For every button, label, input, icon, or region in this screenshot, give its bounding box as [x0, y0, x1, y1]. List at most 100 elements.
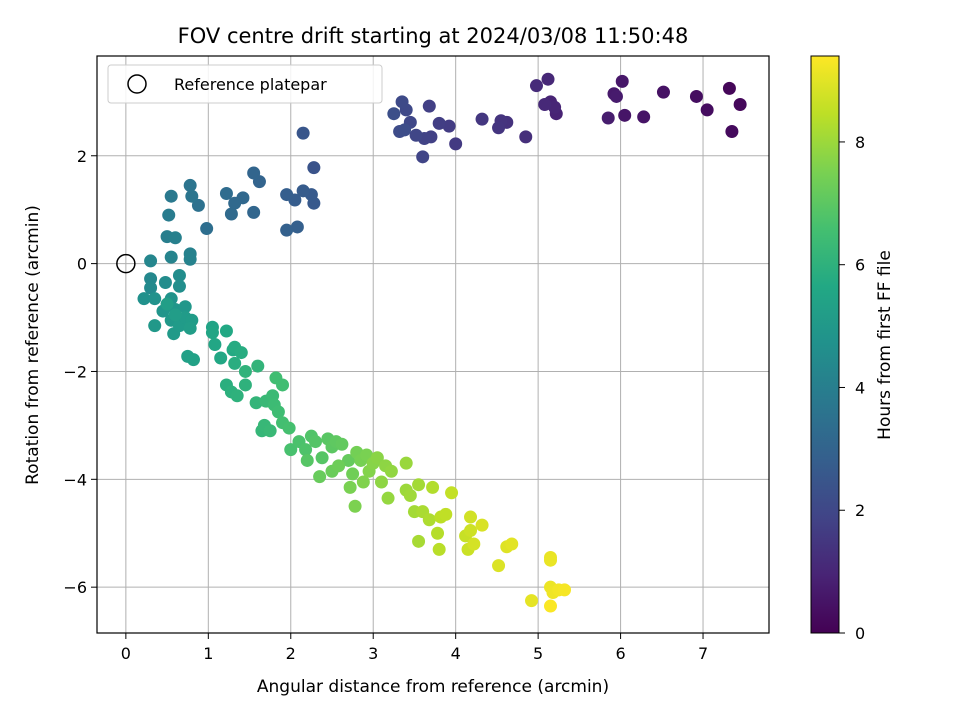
- data-point: [398, 123, 412, 137]
- data-point: [309, 435, 323, 449]
- data-point: [395, 95, 409, 109]
- data-point: [313, 470, 327, 484]
- colorbar-label: Hours from first FF file: [875, 250, 895, 440]
- data-point: [656, 85, 670, 99]
- data-point: [185, 189, 199, 203]
- y-axis-label: Rotation from reference (arcmin): [23, 205, 43, 485]
- grid: [97, 56, 769, 633]
- data-point: [399, 456, 413, 470]
- data-point: [208, 338, 222, 351]
- data-point: [332, 459, 346, 473]
- data-point: [183, 178, 197, 192]
- data-point: [247, 166, 261, 180]
- data-point: [168, 231, 182, 245]
- data-point: [343, 480, 357, 494]
- data-point: [164, 189, 178, 203]
- colorbar-tick-label: 8: [855, 133, 865, 152]
- chart-title: FOV centre drift starting at 2024/03/08 …: [178, 24, 689, 48]
- data-point: [525, 594, 539, 608]
- data-point: [183, 321, 197, 335]
- data-point: [548, 100, 562, 114]
- data-point: [191, 198, 205, 212]
- data-point: [160, 297, 174, 311]
- data-point: [247, 205, 261, 219]
- plot-frame: [96, 55, 770, 634]
- data-point: [251, 359, 265, 373]
- data-point: [722, 81, 736, 95]
- data-point: [186, 353, 200, 367]
- data-point: [341, 453, 355, 467]
- y-axis-ticks: −6 −4 −2 0 2: [63, 147, 97, 597]
- data-point: [271, 405, 285, 419]
- data-point: [172, 279, 186, 293]
- colorbar-tick-label: 0: [855, 624, 865, 643]
- data-point: [296, 126, 310, 140]
- y-tick-label: −4: [63, 470, 87, 489]
- data-point: [409, 128, 423, 142]
- data-point: [442, 119, 456, 133]
- data-point: [439, 507, 453, 521]
- data-point: [137, 292, 151, 306]
- x-tick-label: 6: [615, 644, 625, 663]
- legend: Reference platepar: [107, 64, 383, 104]
- data-point: [609, 89, 623, 103]
- colorbar-tick-label: 2: [855, 501, 865, 520]
- data-point: [224, 207, 238, 221]
- data-point: [464, 510, 478, 524]
- data-point: [475, 518, 489, 532]
- data-point: [183, 252, 197, 266]
- data-point: [422, 99, 436, 113]
- data-point: [618, 108, 632, 122]
- colorbar-ticks: 0 2 4 6 8: [839, 133, 865, 643]
- data-point: [249, 396, 263, 410]
- data-point: [178, 300, 192, 314]
- data-point: [164, 250, 178, 264]
- y-tick-label: 2: [77, 147, 87, 166]
- data-point: [307, 161, 321, 175]
- data-point: [158, 275, 172, 289]
- data-point: [296, 184, 310, 198]
- data-point: [238, 364, 252, 378]
- legend-entry-reference: Reference platepar: [174, 75, 327, 94]
- data-point: [492, 559, 506, 573]
- data-point: [219, 324, 233, 338]
- data-point: [200, 222, 214, 236]
- data-point: [315, 451, 329, 465]
- data-point: [172, 268, 186, 282]
- x-tick-label: 7: [698, 644, 708, 663]
- data-point: [449, 137, 463, 151]
- data-point: [299, 443, 313, 457]
- data-point: [505, 537, 519, 551]
- data-point: [356, 475, 370, 489]
- x-tick-label: 1: [203, 644, 213, 663]
- y-tick-label: 0: [77, 255, 87, 274]
- data-point: [234, 346, 248, 360]
- data-point: [467, 537, 481, 551]
- data-point: [432, 116, 446, 130]
- data-point: [543, 599, 557, 613]
- data-point: [529, 79, 543, 93]
- data-point: [416, 150, 430, 164]
- data-point: [519, 130, 533, 144]
- data-point: [144, 281, 158, 295]
- data-point: [387, 107, 401, 121]
- x-tick-label: 0: [121, 644, 131, 663]
- data-point: [282, 421, 296, 435]
- data-point: [412, 478, 426, 492]
- data-point: [601, 111, 615, 125]
- data-point: [445, 486, 459, 500]
- x-axis-ticks: 0 1 2 3 4 5 6 7: [121, 633, 708, 663]
- data-point: [348, 499, 362, 513]
- data-point: [205, 326, 219, 340]
- data-point: [538, 98, 552, 112]
- data-point: [228, 356, 242, 370]
- y-tick-label: −2: [63, 362, 87, 381]
- legend-marker-icon: [127, 74, 147, 94]
- data-point: [280, 223, 294, 237]
- data-point: [422, 513, 436, 527]
- data-point: [558, 583, 572, 597]
- data-point: [238, 378, 252, 392]
- x-tick-label: 2: [286, 644, 296, 663]
- x-tick-label: 4: [451, 644, 461, 663]
